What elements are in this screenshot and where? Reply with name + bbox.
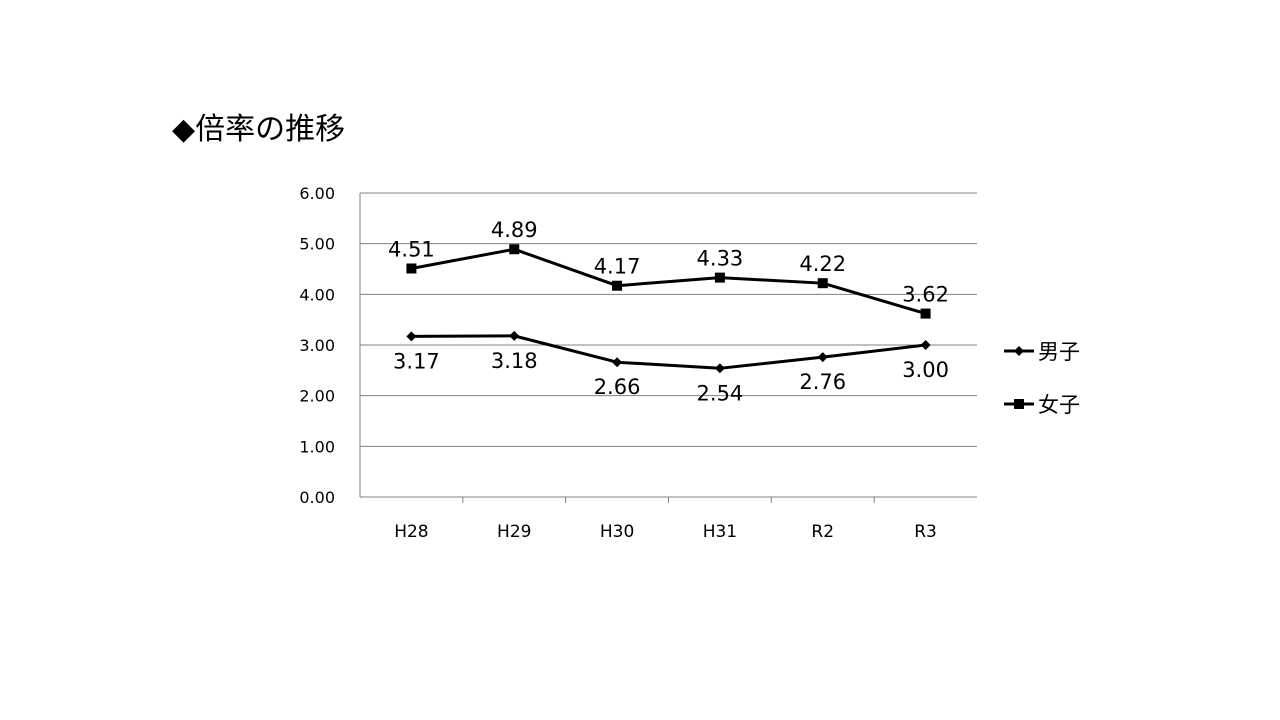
data-point-diamond xyxy=(406,331,417,342)
x-tick-label: H31 xyxy=(703,522,737,542)
series-girls xyxy=(406,244,931,319)
legend-item: 女子 xyxy=(1004,393,1080,417)
data-point-diamond xyxy=(612,357,623,368)
data-label: 2.54 xyxy=(697,381,744,405)
data-label: 4.89 xyxy=(491,218,538,242)
legend-item: 男子 xyxy=(1004,340,1080,364)
legend-label: 男子 xyxy=(1038,340,1080,364)
series-boys xyxy=(406,330,931,374)
data-label: 2.66 xyxy=(594,375,641,399)
data-label: 4.51 xyxy=(388,237,435,261)
data-label: 4.17 xyxy=(594,255,641,279)
data-point-square xyxy=(817,278,828,289)
data-label: 3.18 xyxy=(491,349,538,373)
data-label: 2.76 xyxy=(799,370,846,394)
data-point-diamond xyxy=(1014,346,1024,356)
data-label: 4.33 xyxy=(697,247,744,271)
data-label: 4.22 xyxy=(799,252,846,276)
y-tick-label: 1.00 xyxy=(299,437,335,456)
data-point-diamond xyxy=(509,330,520,341)
data-point-square xyxy=(406,263,417,274)
series-line xyxy=(411,334,926,370)
y-tick-label: 4.00 xyxy=(299,285,335,304)
x-tick-label: H30 xyxy=(600,522,634,542)
y-tick-label: 2.00 xyxy=(299,387,335,406)
data-point-square xyxy=(714,272,725,283)
legend-label: 女子 xyxy=(1038,393,1080,417)
y-tick-label: 0.00 xyxy=(299,488,335,507)
y-tick-label: 5.00 xyxy=(299,235,335,254)
data-point-diamond xyxy=(920,340,931,350)
y-tick-label: 3.00 xyxy=(299,336,335,355)
data-point-diamond xyxy=(817,352,828,363)
y-tick-label: 6.00 xyxy=(299,184,335,203)
data-label: 3.62 xyxy=(902,283,949,307)
data-point-square xyxy=(1014,399,1024,409)
data-point-diamond xyxy=(714,363,725,374)
x-tick-label: H28 xyxy=(394,522,428,542)
data-label: 3.17 xyxy=(393,349,440,373)
data-point-square xyxy=(612,280,623,291)
x-tick-label: R2 xyxy=(811,522,834,542)
data-point-square xyxy=(509,244,520,255)
series-line xyxy=(411,247,927,316)
x-tick-label: R3 xyxy=(914,522,937,542)
page-title: ◆倍率の推移 xyxy=(172,112,346,147)
data-label: 3.00 xyxy=(902,358,949,382)
data-point-square xyxy=(920,308,931,319)
x-tick-label: H29 xyxy=(497,522,531,542)
